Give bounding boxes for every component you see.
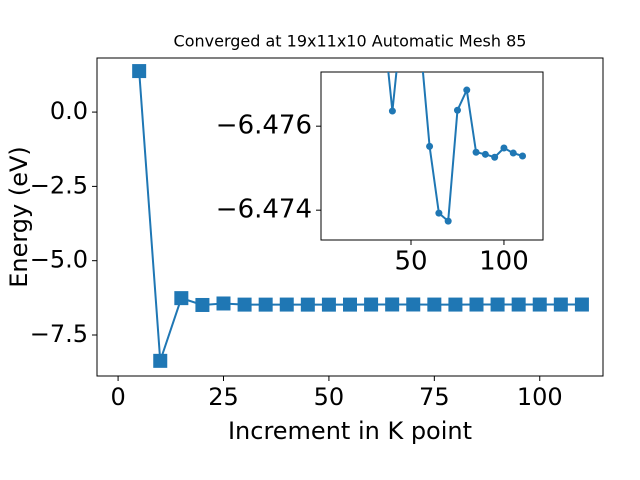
marker — [511, 297, 526, 312]
marker — [174, 291, 189, 306]
marker — [435, 209, 443, 217]
marker — [574, 297, 589, 312]
marker — [398, 18, 405, 25]
marker — [509, 149, 517, 157]
marker — [385, 297, 400, 312]
y-axis-label: Energy (eV) — [5, 146, 33, 288]
chart-title: Converged at 19x11x10 Automatic Mesh 85 — [174, 32, 527, 51]
y-tick-label: −5.0 — [30, 246, 88, 274]
marker — [258, 297, 273, 312]
marker — [388, 107, 396, 115]
marker — [491, 153, 499, 161]
marker — [343, 297, 357, 312]
y-tick-label: 0.0 — [50, 97, 88, 125]
marker — [407, 0, 414, 4]
plot-area — [320, 71, 544, 241]
marker — [519, 152, 527, 160]
marker — [472, 148, 480, 156]
marker — [195, 297, 210, 312]
marker — [237, 297, 252, 312]
marker — [553, 297, 568, 312]
y-tick-label: −6.476 — [216, 111, 312, 141]
marker — [364, 297, 379, 312]
marker — [500, 144, 508, 152]
series-line — [138, 71, 582, 362]
marker — [406, 297, 421, 312]
marker — [279, 297, 294, 312]
marker — [490, 297, 505, 312]
marker — [448, 297, 463, 312]
y-tick-label: −6.474 — [216, 195, 312, 225]
marker — [426, 142, 434, 150]
marker — [463, 86, 471, 94]
marker — [469, 297, 484, 312]
marker — [427, 297, 442, 312]
marker — [444, 217, 452, 225]
marker — [453, 106, 461, 114]
x-tick-label: 50 — [314, 383, 345, 411]
marker — [380, 18, 387, 25]
x-tick-label: 100 — [479, 247, 529, 277]
marker — [153, 353, 168, 368]
x-tick-label: 50 — [394, 247, 427, 277]
x-tick-label: 25 — [208, 383, 239, 411]
y-tick-label: −7.5 — [30, 320, 88, 348]
y-tick-label: −2.5 — [30, 171, 88, 199]
x-axis-label: Increment in K point — [228, 417, 472, 445]
marker — [532, 297, 547, 312]
x-tick-label: 100 — [517, 383, 563, 411]
marker — [481, 150, 489, 158]
marker — [132, 64, 147, 79]
marker — [321, 297, 336, 312]
marker — [300, 297, 315, 312]
marker — [216, 296, 231, 311]
x-tick-label: 0 — [110, 383, 125, 411]
x-tick-label: 75 — [419, 383, 450, 411]
